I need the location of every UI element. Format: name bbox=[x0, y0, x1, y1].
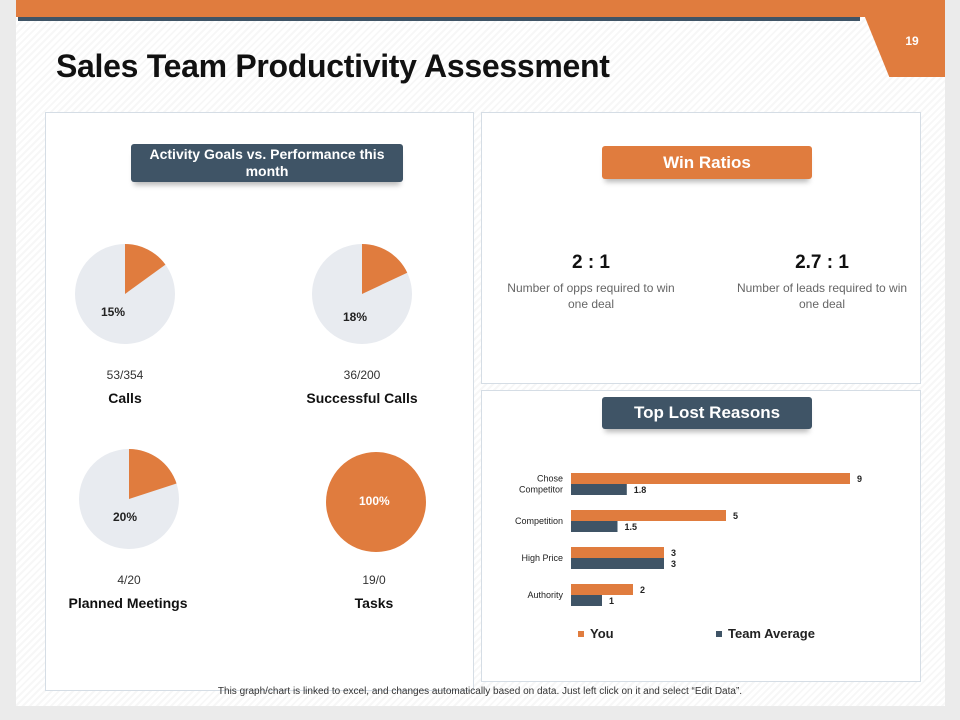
calls-pie-chart bbox=[75, 244, 175, 344]
successful-calls-pie-percent: 18% bbox=[343, 310, 368, 324]
successful-calls-label: Successful Calls bbox=[306, 390, 418, 406]
bar-value-label: 1.5 bbox=[625, 522, 638, 532]
category-label: Competition bbox=[515, 516, 563, 526]
lost-reasons-panel bbox=[481, 390, 921, 682]
win-ratios-banner: Win Ratios bbox=[602, 146, 812, 179]
top-accent-bar bbox=[16, 0, 945, 17]
bar-value-label: 1.8 bbox=[634, 485, 647, 495]
lost-reasons-banner: Top Lost Reasons bbox=[602, 397, 812, 429]
successful-calls-slice-achieved bbox=[362, 244, 408, 294]
you-legend-swatch bbox=[578, 631, 584, 637]
bar-value-label: 9 bbox=[857, 474, 862, 484]
page-number: 19 bbox=[905, 34, 919, 48]
calls-ratio: 53/354 bbox=[106, 368, 144, 382]
opps-ratio-value: 2 : 1 bbox=[571, 252, 611, 273]
tasks-ratio: 19/0 bbox=[362, 573, 386, 587]
team-average-legend-swatch bbox=[716, 631, 722, 637]
team-average-bar bbox=[571, 558, 664, 569]
tasks-pie-chart bbox=[326, 452, 426, 552]
leads-ratio-description: Number of leads required to win one deal bbox=[736, 281, 908, 311]
you-bar bbox=[571, 473, 850, 484]
planned-meetings-label: Planned Meetings bbox=[68, 595, 188, 611]
planned-meetings-pie-chart bbox=[79, 449, 179, 549]
planned-meetings-pie-percent: 20% bbox=[113, 510, 138, 524]
category-label: Authority bbox=[527, 590, 563, 600]
category-label: High Price bbox=[521, 553, 563, 563]
legend-label: You bbox=[590, 626, 614, 641]
calls-slice-achieved bbox=[125, 244, 166, 294]
bar-value-label: 5 bbox=[733, 511, 738, 521]
team-average-bar bbox=[571, 484, 627, 495]
lost-reasons-bar-chart: Chose Competitor Competition High Price Auth… bbox=[515, 473, 862, 641]
successful-calls-ratio: 36/200 bbox=[343, 368, 381, 382]
calls-pie-percent: 15% bbox=[101, 305, 126, 319]
bar-value-label: 2 bbox=[640, 585, 645, 595]
you-bar bbox=[571, 584, 633, 595]
legend-label: Team Average bbox=[728, 626, 815, 641]
team-average-bar bbox=[571, 521, 618, 532]
planned-meetings-ratio: 4/20 bbox=[117, 573, 141, 587]
you-bar bbox=[571, 547, 664, 558]
tasks-label: Tasks bbox=[354, 595, 394, 611]
activity-banner: Activity Goals vs. Performance this mont… bbox=[131, 144, 403, 182]
you-bar bbox=[571, 510, 726, 521]
team-average-bar bbox=[571, 595, 602, 606]
planned-meetings-slice-achieved bbox=[129, 449, 177, 499]
successful-calls-pie-chart bbox=[312, 244, 412, 344]
activity-panel bbox=[45, 112, 474, 691]
tasks-slice-achieved bbox=[326, 452, 426, 552]
top-navy-line bbox=[18, 17, 860, 21]
bar-value-label: 3 bbox=[671, 559, 676, 569]
category-label: Chose Competitor bbox=[519, 474, 563, 495]
opps-ratio-description: Number of opps required to win one deal bbox=[507, 281, 675, 311]
slide-title: Sales Team Productivity Assessment bbox=[56, 48, 610, 84]
bar-value-label: 3 bbox=[671, 548, 676, 558]
leads-ratio-value: 2.7 : 1 bbox=[795, 252, 849, 273]
bar-value-label: 1 bbox=[609, 596, 614, 606]
footer-note: This graph/chart is linked to excel, and… bbox=[217, 686, 743, 697]
tasks-pie-percent: 100% bbox=[359, 494, 390, 508]
calls-label: Calls bbox=[108, 390, 142, 406]
